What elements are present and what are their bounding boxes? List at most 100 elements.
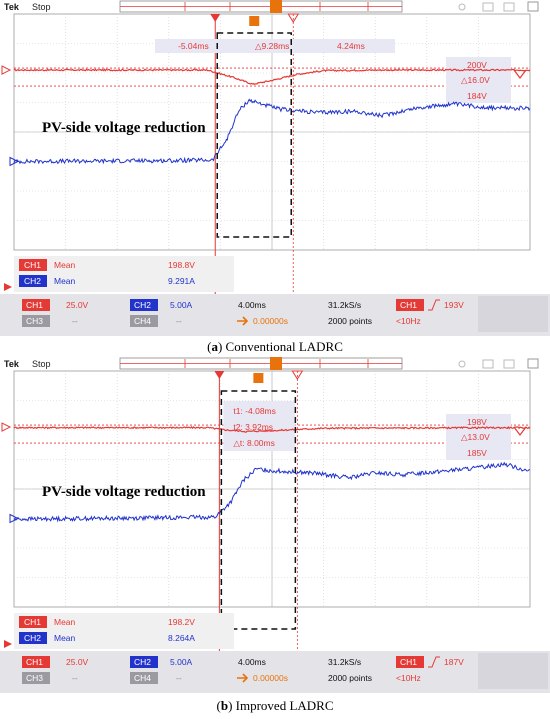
voltage-delta-readout: △13.0V xyxy=(461,432,490,442)
ch1-ground-marker xyxy=(4,283,12,291)
cursor-t1-readout: t1: -4.08ms xyxy=(233,406,276,416)
network-icon xyxy=(503,2,515,12)
ch2-name: CH2 xyxy=(134,300,151,310)
ch1-scale: 25.0V xyxy=(66,657,89,667)
cursor-1-marker xyxy=(210,14,221,22)
timebase: 4.00ms xyxy=(238,657,266,667)
trigger-frequency: <10Hz xyxy=(396,316,421,326)
trigger-channel-badge xyxy=(396,299,424,311)
ch3-value: -- xyxy=(72,316,78,326)
usb-icon xyxy=(482,359,494,369)
ch1-settings-badge xyxy=(22,656,50,668)
ch2-settings-badge xyxy=(130,656,158,668)
voltage-arrow-icon xyxy=(513,69,527,79)
tek-logo: Tek xyxy=(4,2,20,12)
sample-rate: 31.2kS/s xyxy=(328,300,361,310)
position-arrow-icon xyxy=(237,673,249,683)
cursor-t2-readout: 4.24ms xyxy=(337,41,365,51)
trigger-level: 193V xyxy=(444,300,464,310)
scope-svg: Tek Stop -5.04ms △9.28ms 4.24ms 200V △16.0V 184… xyxy=(0,0,550,336)
trigger-channel: CH1 xyxy=(400,300,417,310)
measure-channel-label: CH2 xyxy=(24,276,41,286)
ch1-level-marker xyxy=(1,65,12,75)
voltage-arrow-icon xyxy=(513,426,527,436)
trigger-level: 187V xyxy=(444,657,464,667)
trigger-channel-badge xyxy=(396,656,424,668)
ch4-name: CH4 xyxy=(134,316,151,326)
record-length: 2000 points xyxy=(328,673,372,683)
highlight-box xyxy=(216,32,292,238)
measure-type-label: Mean xyxy=(54,633,76,643)
caption-a: (a) Conventional LADRC xyxy=(207,339,343,354)
timebase: 4.00ms xyxy=(238,300,266,310)
voltage-delta-readout: △16.0V xyxy=(461,75,490,85)
ch3-name: CH3 xyxy=(26,316,43,326)
acquisition-status: Stop xyxy=(32,359,51,369)
cursor-2-marker xyxy=(291,370,304,380)
trigger-marker xyxy=(249,16,260,26)
record-length: 2000 points xyxy=(328,316,372,326)
waveform-ch1 xyxy=(13,425,531,433)
waveform-ch2 xyxy=(13,98,531,165)
settings-icon xyxy=(527,1,539,12)
measure-channel-label: CH2 xyxy=(24,633,41,643)
trigger-marker xyxy=(253,373,264,383)
waveform-ch2 xyxy=(13,461,530,523)
measure-channel-label: CH1 xyxy=(24,617,41,627)
ch1-scale: 25.0V xyxy=(66,300,89,310)
measure-value: 8.264A xyxy=(168,633,195,643)
voltage-cursor-1-readout: 200V xyxy=(467,60,487,70)
cursor-t1-readout: -5.04ms xyxy=(178,41,209,51)
scope-svg: Tek Stop t1: -4.08ms t2: 3.92ms △t: 8.00ms 19… xyxy=(0,357,550,693)
sample-rate: 31.2kS/s xyxy=(328,657,361,667)
cursor-delta-readout: △t: 8.00ms xyxy=(233,438,274,448)
settings-bar-blank xyxy=(478,296,548,332)
cursor-readout-bar xyxy=(155,39,395,53)
measure-value: 198.2V xyxy=(168,617,195,627)
settings-bar xyxy=(0,294,550,336)
trigger-channel: CH1 xyxy=(400,657,417,667)
measure-value: 198.8V xyxy=(168,260,195,270)
ch3-settings-badge xyxy=(22,315,50,327)
annotation-text: PV-side voltage reduction xyxy=(42,484,206,500)
ch2-scale: 5.00A xyxy=(170,300,193,310)
wifi-icon xyxy=(458,360,466,368)
measure-type-label: Mean xyxy=(54,276,76,286)
ch4-value: -- xyxy=(176,316,182,326)
settings-bar xyxy=(0,651,550,693)
voltage-readout-box xyxy=(446,57,511,103)
ch4-settings-badge xyxy=(130,672,158,684)
ch1-ground-marker xyxy=(4,640,12,648)
ch2-scale: 5.00A xyxy=(170,657,193,667)
measure-type-label: Mean xyxy=(54,617,76,627)
network-icon xyxy=(503,359,515,369)
ch3-settings-badge xyxy=(22,672,50,684)
ch1-name: CH1 xyxy=(26,300,43,310)
voltage-cursor-2-readout: 185V xyxy=(467,448,487,458)
measure-type-label: Mean xyxy=(54,260,76,270)
ch4-name: CH4 xyxy=(134,673,151,683)
ch1-level-marker xyxy=(1,422,12,432)
settings-icon xyxy=(527,358,539,369)
rising-edge-icon xyxy=(428,656,440,668)
ch2-level-marker xyxy=(9,156,20,167)
measure-ch2-badge xyxy=(19,275,47,287)
cursor-2-marker xyxy=(287,13,300,23)
cursor-readout-box xyxy=(223,401,296,451)
ch1-settings-badge xyxy=(22,299,50,311)
oscilloscope-panel-b: Tek Stop t1: -4.08ms t2: 3.92ms △t: 8.00ms 19… xyxy=(0,357,550,693)
position-arrow-icon xyxy=(237,316,249,326)
settings-bar-blank xyxy=(478,653,548,689)
measurement-panel xyxy=(14,256,234,292)
trigger-frequency: <10Hz xyxy=(396,673,421,683)
oscilloscope-panel-a: Tek Stop -5.04ms △9.28ms 4.24ms 200V △16.0V 184… xyxy=(0,0,550,336)
measure-ch1-badge xyxy=(19,616,47,628)
ch3-name: CH3 xyxy=(26,673,43,683)
voltage-readout-box xyxy=(446,414,511,460)
voltage-cursor-1-readout: 198V xyxy=(467,417,487,427)
ch4-settings-badge xyxy=(130,315,158,327)
ch3-value: -- xyxy=(72,673,78,683)
measure-channel-label: CH1 xyxy=(24,260,41,270)
trigger-position-marker xyxy=(270,0,282,13)
ch2-settings-badge xyxy=(130,299,158,311)
